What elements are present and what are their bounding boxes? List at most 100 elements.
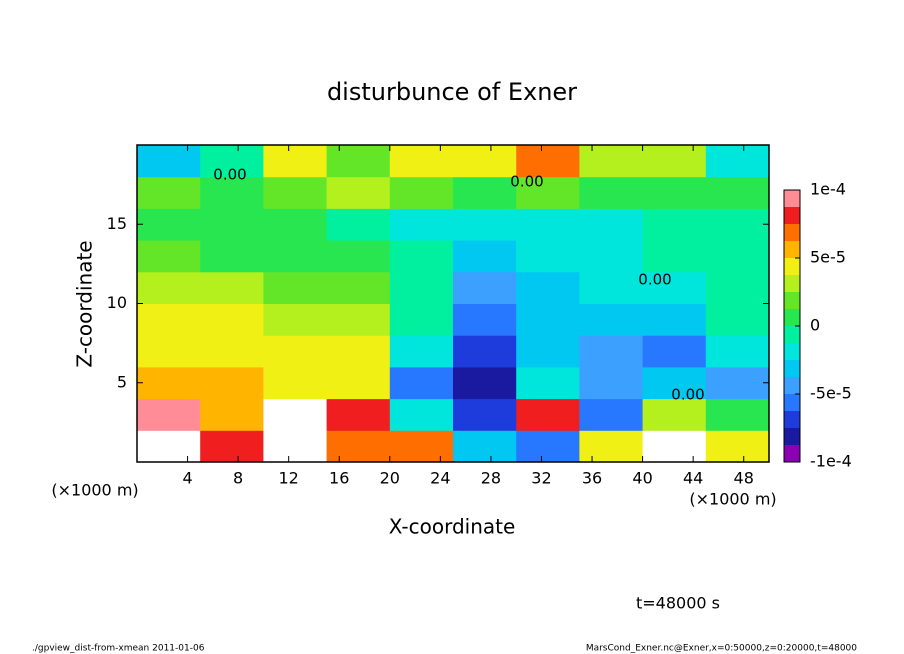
field-cell — [453, 303, 517, 336]
field-cell — [579, 398, 644, 431]
field-cell — [389, 271, 454, 304]
field-cell — [579, 240, 644, 273]
field-cell — [137, 176, 201, 209]
field-cell — [642, 366, 707, 400]
field-cell — [326, 208, 391, 241]
colorbar-band — [784, 190, 800, 207]
x-tick-label: 24 — [430, 469, 450, 488]
field-cell — [389, 240, 454, 273]
field-cell — [705, 240, 770, 273]
field-cell — [453, 271, 517, 304]
colorbar-band — [784, 207, 800, 224]
field-cell — [200, 240, 264, 273]
field-cell — [326, 176, 391, 209]
field-cell — [579, 145, 644, 178]
contour-label: 0.00 — [671, 386, 704, 404]
colorbar-tick-label: -1e-4 — [810, 452, 852, 471]
field-cell — [705, 303, 770, 336]
field-cell — [642, 430, 707, 463]
field-cell — [642, 240, 707, 273]
field-cell — [263, 240, 328, 273]
contour-label: 0.00 — [213, 166, 246, 184]
field-cell — [389, 176, 454, 209]
field-cell — [705, 176, 770, 209]
field-cell — [705, 366, 770, 400]
field-cell — [326, 366, 391, 400]
time-label: t=48000 s — [636, 594, 720, 613]
field-cell — [389, 303, 454, 336]
field-cell — [579, 335, 644, 368]
field-cell — [137, 303, 201, 336]
field-cell — [326, 303, 391, 336]
colorbar-band — [784, 326, 800, 343]
field-cell — [200, 145, 264, 178]
footer-left: ./gpview_dist-from-xmean 2011-01-06 — [32, 644, 205, 654]
field-cell — [200, 430, 264, 463]
field-cell — [516, 240, 580, 273]
field-cell — [516, 176, 580, 209]
field-cell — [263, 303, 328, 336]
field-cell — [642, 303, 707, 336]
y-tick-label: 15 — [107, 214, 127, 233]
field-cell — [579, 303, 644, 336]
field-cell — [579, 430, 644, 463]
x-tick-label: 48 — [734, 469, 754, 488]
colorbar-band — [784, 224, 800, 241]
contour-label: 0.00 — [638, 271, 671, 289]
field-cell — [200, 176, 264, 209]
field-cell — [263, 398, 328, 431]
field-cell — [705, 430, 770, 463]
field-cell — [642, 208, 707, 241]
field-cell — [453, 176, 517, 209]
field-cell — [137, 335, 201, 368]
field-cell — [516, 335, 580, 368]
colorbar-band — [784, 258, 800, 275]
contour-label: 0.00 — [510, 173, 543, 191]
field-cell — [453, 240, 517, 273]
colorbar-tick-label: 0 — [810, 316, 820, 335]
field-cell — [389, 430, 454, 463]
field-cell — [516, 208, 580, 241]
chart-title: disturbunce of Exner — [327, 78, 577, 106]
colorbar-band — [784, 445, 800, 462]
field-cell — [200, 303, 264, 336]
field-cell — [453, 335, 517, 368]
field-cell — [705, 208, 770, 241]
field-cell — [453, 208, 517, 241]
field-cell — [200, 398, 264, 431]
field-cell — [705, 335, 770, 368]
colorbar-band — [784, 428, 800, 445]
x-tick-label: 28 — [481, 469, 501, 488]
y-tick-label: 10 — [107, 293, 127, 312]
field-cell — [200, 335, 264, 368]
colorbar-band — [784, 343, 800, 360]
field-cell — [137, 271, 201, 304]
field-cell — [389, 145, 454, 178]
field-cell — [263, 176, 328, 209]
y-unit: (×1000 m) — [51, 481, 138, 500]
field-cell — [705, 271, 770, 304]
colorbar-tick-label: 5e-5 — [810, 248, 846, 267]
field-cell — [326, 240, 391, 273]
colorbar-band — [784, 377, 800, 394]
x-tick-label: 16 — [329, 469, 349, 488]
x-tick-label: 36 — [582, 469, 602, 488]
field-cell — [263, 335, 328, 368]
field-cell — [389, 366, 454, 400]
field-cell — [642, 335, 707, 368]
field-cell — [137, 145, 201, 178]
colorbar-band — [784, 309, 800, 326]
field-cell — [516, 430, 580, 463]
field-cell — [642, 176, 707, 209]
colorbar-tick-label: 1e-4 — [810, 180, 846, 199]
field-cell — [579, 366, 644, 400]
field-cell — [453, 430, 517, 463]
x-tick-label: 44 — [683, 469, 703, 488]
field-cell — [263, 271, 328, 304]
field-cell — [137, 398, 201, 431]
y-axis-label: Z-coordinate — [73, 240, 97, 367]
field-cell — [137, 240, 201, 273]
y-tick-label: 5 — [117, 372, 127, 391]
x-tick-label: 20 — [380, 469, 400, 488]
